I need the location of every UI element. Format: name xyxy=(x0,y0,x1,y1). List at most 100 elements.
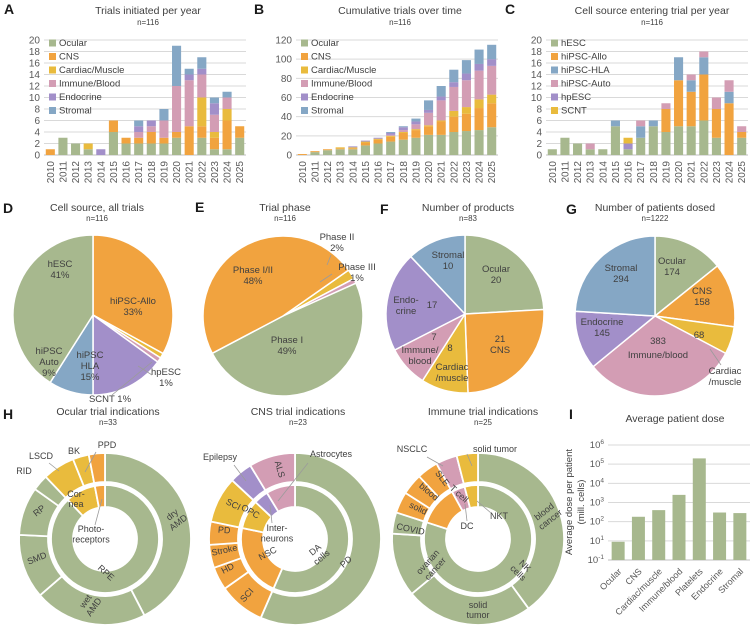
x-tick-label: 2017 xyxy=(636,161,647,184)
x-tick-label: 2014 xyxy=(598,161,609,184)
A-bar-2025-CNS xyxy=(235,126,245,138)
A-bar-2024-Ocular xyxy=(222,149,232,155)
F-label-Endocrine: Endo-crine xyxy=(393,295,418,317)
A-bar-2015-CNS xyxy=(108,120,118,132)
G-title: Number of patients dosed xyxy=(595,202,715,214)
legend-label: Endocrine xyxy=(311,92,354,103)
B-bar-2022-Endocrine xyxy=(449,82,459,87)
A-bar-2023-Stromal xyxy=(209,97,219,104)
B-bar-2025-Ocular xyxy=(487,127,497,155)
y-tick-label: 8 xyxy=(34,105,40,116)
B-bar-2024-Endocrine xyxy=(474,63,484,71)
x-tick-label: 2016 xyxy=(122,161,133,184)
B-bar-2019-Stromal xyxy=(411,118,421,122)
B-bar-2024-Stromal xyxy=(474,49,484,64)
y-tick-label: 0 xyxy=(34,151,40,162)
x-tick-label: 2019 xyxy=(411,161,422,184)
y-tick-label: 20 xyxy=(281,131,293,142)
y-tick-label: 16 xyxy=(29,59,41,70)
G-label-Cardiac/muscle: Cardiac/muscle xyxy=(709,366,742,388)
H3-outer-segment-blood cancer xyxy=(477,452,565,610)
B-bar-2022-Cardiac/Muscle xyxy=(449,110,459,117)
B-bar-2023-Immune/Blood xyxy=(461,80,471,108)
B-bar-2021-Immune/Blood xyxy=(436,100,446,121)
B-bar-2011-CNS xyxy=(310,151,320,153)
A-bar-2020-Ocular xyxy=(172,137,182,155)
A-bar-2018-Immune/Blood xyxy=(146,126,156,132)
C-bar-2025-hiPSC-Auto xyxy=(737,126,747,132)
B-bar-2023-Endocrine xyxy=(461,73,471,81)
I-bar-Platelets xyxy=(692,458,706,560)
H1-label-PPD: PPD xyxy=(98,440,117,450)
H1-label-BK: BK xyxy=(68,446,80,456)
H2-label-Epilepsy: Epilepsy xyxy=(203,452,238,462)
legend-label: Stromal xyxy=(311,106,344,117)
B-bar-2025-CNS xyxy=(487,103,497,128)
G-label-CNS: CNS 158 xyxy=(692,286,712,308)
A-bar-2020-Stromal xyxy=(172,45,182,86)
D-label-hESC: hESC 41% xyxy=(48,259,73,281)
C-bar-2021-hESC xyxy=(686,126,696,155)
x-tick-label: 2020 xyxy=(424,161,435,184)
F-label-Cardiac/muscle: Cardiac/muscle xyxy=(436,362,469,384)
C-bar-2021-hiPSC-Auto xyxy=(686,74,696,81)
y-tick-label: 10-1 xyxy=(588,554,605,566)
H3-label-DC: DC xyxy=(461,521,474,531)
B-bar-2015-CNS xyxy=(360,142,370,146)
A-bar-2021-Endocrine xyxy=(184,74,194,81)
C-n: n=116 xyxy=(641,18,663,27)
H1-label-RID: RID xyxy=(16,466,32,476)
B-bar-2014-Endocrine xyxy=(348,146,358,148)
x-tick-label: 2018 xyxy=(399,161,410,184)
E-label-Phase I/II: Phase I/II 48% xyxy=(233,265,273,287)
legend-label: hiPSC-Auto xyxy=(561,79,611,90)
B-bar-2021-Cardiac/Muscle xyxy=(436,120,446,122)
H1-title: Ocular trial indications xyxy=(56,406,159,418)
B-n: n=116 xyxy=(389,18,411,27)
x-tick-label: 2021 xyxy=(185,161,196,184)
C-bar-2013-hiPSC-Auto xyxy=(585,143,595,150)
panel-h-immune-donut: Immune trial indicationsn=25bloodcancers… xyxy=(391,406,565,626)
C-bar-2010-hESC xyxy=(547,149,557,155)
y-tick-label: 18 xyxy=(29,47,41,58)
x-tick-label: 2010 xyxy=(298,161,309,184)
x-tick-label: 2016 xyxy=(624,161,635,184)
B-bar-2018-Endocrine xyxy=(398,127,408,131)
B-bar-2017-CNS xyxy=(386,136,396,142)
leader-line xyxy=(476,500,492,514)
legend-label: SCNT xyxy=(561,106,587,117)
y-tick-label: 4 xyxy=(34,128,40,139)
legend-label: Immune/Blood xyxy=(311,79,372,90)
leader-line xyxy=(426,456,444,467)
H1-label-Cornea: Cor-nea xyxy=(67,489,85,509)
B-bar-2015-Ocular xyxy=(360,145,370,155)
A-bar-2024-Immune/Blood xyxy=(222,97,232,109)
D-slice-hiPSC-HLA xyxy=(92,314,159,396)
E-slice-Phase I/II xyxy=(202,235,350,355)
D-label-hiPSC-Allo: hiPSC-Allo 33% xyxy=(110,296,156,318)
y-tick-label: 60 xyxy=(281,93,293,104)
H3-label-NSCLC: NSCLC xyxy=(397,444,428,454)
A-bar-2021-CNS xyxy=(184,126,194,155)
y-tick-label: 100 xyxy=(275,55,292,66)
E-label-Phase I: Phase I 49% xyxy=(271,335,303,357)
A-bar-2019-Stromal xyxy=(159,109,169,121)
B-bar-2017-Immune/Blood xyxy=(386,134,396,136)
A-bar-2020-CNS xyxy=(172,132,182,138)
x-tick-label: 2025 xyxy=(737,161,748,184)
B-bar-2014-CNS xyxy=(348,148,358,150)
B-bar-2020-Immune/Blood xyxy=(424,112,434,126)
legend-swatch xyxy=(551,53,558,60)
C-bar-2024-hiPSC-HLA xyxy=(724,91,734,104)
C-bar-2022-hiPSC-Allo xyxy=(699,74,709,121)
x-tick-label: 2015 xyxy=(361,161,372,184)
A-bar-2024-CNS xyxy=(222,120,232,150)
B-bar-2015-Endocrine xyxy=(360,140,370,142)
B-bar-2019-CNS xyxy=(411,130,421,138)
y-tick-label: 8 xyxy=(536,105,542,116)
B-bar-2022-Ocular xyxy=(449,132,459,155)
A-bar-2016-CNS xyxy=(121,137,131,144)
A-bar-2024-Cardiac/Muscle xyxy=(222,109,232,121)
H1-outer-segment-PPD xyxy=(87,452,106,484)
